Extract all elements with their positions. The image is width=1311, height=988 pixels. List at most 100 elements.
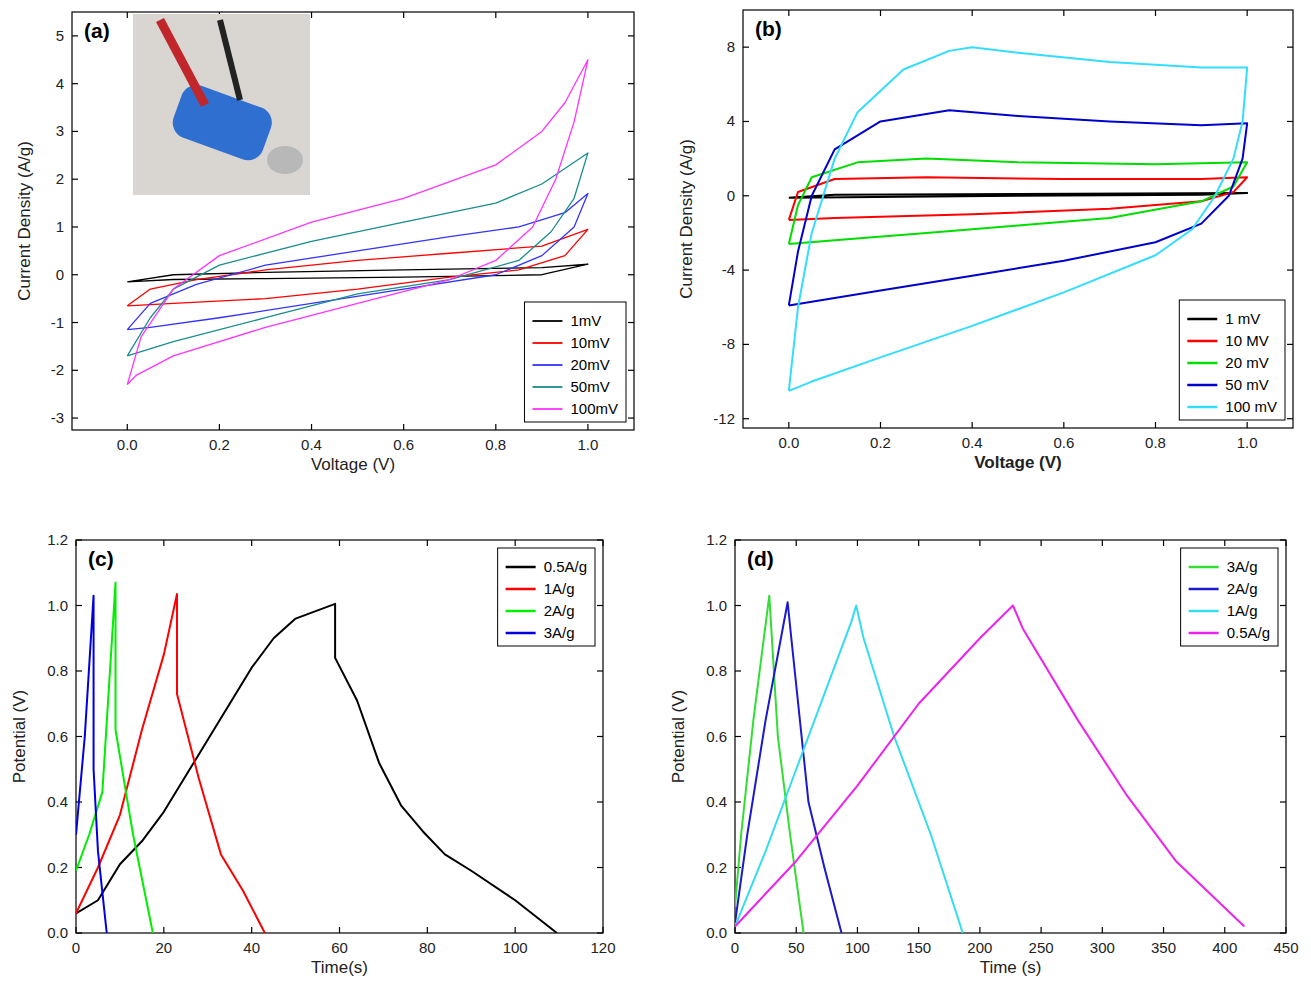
x-tick-top bbox=[880, 10, 881, 16]
legend-label: 3A/g bbox=[1227, 558, 1258, 575]
x-tick-top bbox=[1224, 540, 1225, 546]
legend-label: 3A/g bbox=[544, 624, 575, 641]
x-tick bbox=[788, 422, 789, 428]
x-tick-top bbox=[1102, 540, 1103, 546]
y-tick-label: 0.0 bbox=[47, 924, 68, 941]
x-tick bbox=[1247, 422, 1248, 428]
legend-box bbox=[1179, 300, 1285, 420]
legend-label: 2A/g bbox=[544, 602, 575, 619]
x-tick-top bbox=[1163, 540, 1164, 546]
x-tick bbox=[219, 424, 220, 430]
series-line bbox=[735, 602, 842, 933]
x-tick bbox=[163, 927, 164, 933]
legend-label: 100mV bbox=[570, 400, 618, 417]
x-tick-label: 0.2 bbox=[870, 434, 891, 451]
series-line bbox=[789, 159, 1247, 244]
series-line bbox=[789, 193, 1247, 198]
y-tick-right bbox=[628, 131, 634, 132]
panel: 0204060801001200.00.20.40.60.81.01.2Time… bbox=[10, 531, 616, 977]
y-tick-right bbox=[597, 736, 603, 737]
series-line bbox=[127, 153, 588, 356]
x-tick bbox=[1224, 927, 1225, 933]
legend-label: 20 mV bbox=[1225, 354, 1268, 371]
x-tick-top bbox=[796, 540, 797, 546]
legend: 1 mV10 MV20 mV50 mV100 mV bbox=[1179, 300, 1285, 420]
y-tick-right bbox=[1287, 195, 1293, 196]
y-tick-label: 0.8 bbox=[706, 662, 727, 679]
x-tick-label: 0.4 bbox=[962, 434, 983, 451]
y-tick bbox=[743, 344, 749, 345]
legend-swatch bbox=[506, 610, 536, 613]
legend-label: 50 mV bbox=[1225, 376, 1268, 393]
y-tick-label: 4 bbox=[727, 112, 735, 129]
y-tick bbox=[743, 418, 749, 419]
x-tick bbox=[1041, 927, 1042, 933]
x-tick-label: 0 bbox=[72, 939, 80, 956]
y-tick-right bbox=[597, 867, 603, 868]
y-tick bbox=[76, 539, 82, 540]
y-tick-right bbox=[1287, 418, 1293, 419]
y-axis-title: Potential (V) bbox=[10, 690, 29, 784]
series-line bbox=[127, 194, 588, 330]
y-tick bbox=[72, 370, 78, 371]
y-axis-title: Current Density (A/g) bbox=[677, 139, 696, 299]
legend-box bbox=[498, 548, 595, 646]
y-tick bbox=[735, 736, 741, 737]
inset-clip bbox=[160, 20, 205, 105]
y-tick bbox=[743, 195, 749, 196]
legend-swatch bbox=[506, 588, 536, 591]
legend: 3A/g2A/g1A/g0.5A/g bbox=[1181, 548, 1278, 646]
legend-swatch bbox=[1187, 362, 1217, 365]
x-axis-title: Time (s) bbox=[980, 958, 1042, 977]
x-tick bbox=[880, 422, 881, 428]
legend-label: 20mV bbox=[570, 356, 609, 373]
inset-photo bbox=[133, 14, 310, 195]
series-line bbox=[735, 596, 804, 933]
x-tick-top bbox=[1063, 10, 1064, 16]
y-tick-right bbox=[1287, 47, 1293, 48]
x-tick-label: 40 bbox=[243, 939, 260, 956]
x-tick-label: 100 bbox=[845, 939, 870, 956]
x-tick bbox=[734, 927, 735, 933]
legend-label: 1 mV bbox=[1225, 310, 1260, 327]
x-tick-label: 1.0 bbox=[1237, 434, 1258, 451]
y-tick-label: 0.8 bbox=[47, 662, 68, 679]
x-tick-top bbox=[734, 540, 735, 546]
x-tick bbox=[1155, 422, 1156, 428]
x-tick bbox=[251, 927, 252, 933]
y-tick-label: 8 bbox=[727, 38, 735, 55]
series-line bbox=[127, 60, 588, 385]
legend-label: 2A/g bbox=[1227, 580, 1258, 597]
x-tick-label: 120 bbox=[590, 939, 615, 956]
y-tick-right bbox=[628, 370, 634, 371]
y-tick-label: 1.2 bbox=[706, 531, 727, 548]
x-tick bbox=[979, 927, 980, 933]
x-tick bbox=[602, 927, 603, 933]
y-tick-label: 1.2 bbox=[47, 531, 68, 548]
y-tick-right bbox=[1287, 269, 1293, 270]
x-axis-title: Time(s) bbox=[311, 958, 368, 977]
x-tick bbox=[587, 424, 588, 430]
y-tick bbox=[72, 274, 78, 275]
y-tick bbox=[72, 226, 78, 227]
x-tick-top bbox=[163, 540, 164, 546]
series-line bbox=[735, 606, 1244, 927]
y-tick bbox=[76, 932, 82, 933]
x-tick-top bbox=[918, 540, 919, 546]
legend-swatch bbox=[506, 632, 536, 635]
legend-label: 10 MV bbox=[1225, 332, 1268, 349]
panel: 0.00.20.40.60.81.0-3-2-1012345Voltage (V… bbox=[15, 12, 634, 474]
y-tick bbox=[743, 269, 749, 270]
legend-swatch bbox=[1187, 406, 1217, 409]
y-tick bbox=[72, 83, 78, 84]
y-tick-right bbox=[1280, 932, 1286, 933]
legend-swatch bbox=[1187, 340, 1217, 343]
y-tick-label: 4 bbox=[56, 75, 64, 92]
y-tick-label: 0.2 bbox=[706, 859, 727, 876]
legend-label: 0.5A/g bbox=[544, 558, 587, 575]
y-tick-label: -3 bbox=[51, 409, 64, 426]
x-tick bbox=[918, 927, 919, 933]
x-tick-label: 200 bbox=[967, 939, 992, 956]
y-tick-right bbox=[628, 35, 634, 36]
legend-swatch bbox=[1189, 588, 1219, 591]
